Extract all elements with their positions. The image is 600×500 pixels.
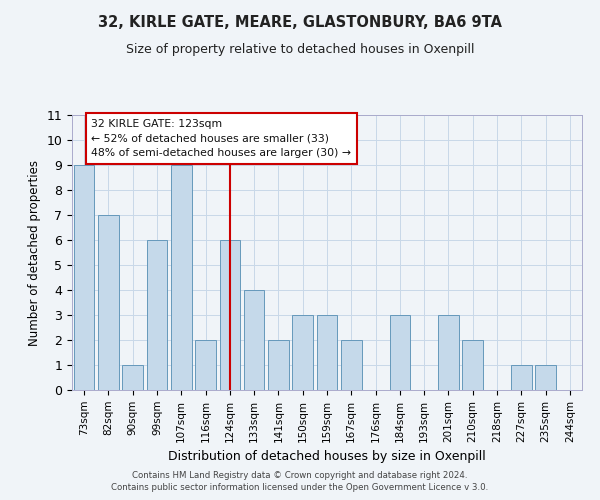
Text: Size of property relative to detached houses in Oxenpill: Size of property relative to detached ho… — [126, 42, 474, 56]
Bar — [535, 365, 556, 390]
Bar — [195, 340, 216, 390]
Bar — [122, 365, 143, 390]
Bar — [438, 315, 459, 390]
Bar — [389, 315, 410, 390]
Bar — [98, 215, 119, 390]
Text: 32 KIRLE GATE: 123sqm
← 52% of detached houses are smaller (33)
48% of semi-deta: 32 KIRLE GATE: 123sqm ← 52% of detached … — [91, 118, 352, 158]
X-axis label: Distribution of detached houses by size in Oxenpill: Distribution of detached houses by size … — [168, 450, 486, 463]
Text: 32, KIRLE GATE, MEARE, GLASTONBURY, BA6 9TA: 32, KIRLE GATE, MEARE, GLASTONBURY, BA6 … — [98, 15, 502, 30]
Bar — [292, 315, 313, 390]
Bar — [463, 340, 483, 390]
Bar — [511, 365, 532, 390]
Bar — [220, 240, 240, 390]
Bar — [268, 340, 289, 390]
Bar — [341, 340, 362, 390]
Text: Contains public sector information licensed under the Open Government Licence v : Contains public sector information licen… — [112, 484, 488, 492]
Bar — [244, 290, 265, 390]
Text: Contains HM Land Registry data © Crown copyright and database right 2024.: Contains HM Land Registry data © Crown c… — [132, 471, 468, 480]
Y-axis label: Number of detached properties: Number of detached properties — [28, 160, 41, 346]
Bar — [146, 240, 167, 390]
Bar — [74, 165, 94, 390]
Bar — [171, 165, 191, 390]
Bar — [317, 315, 337, 390]
